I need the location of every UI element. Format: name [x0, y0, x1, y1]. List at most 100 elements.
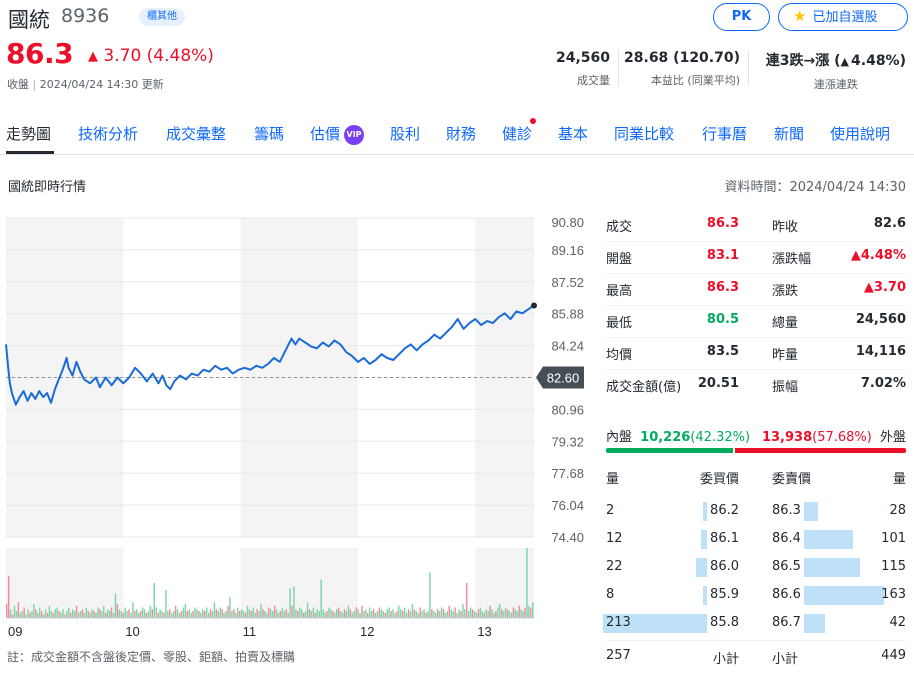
volume-bar [471, 609, 474, 618]
volume-bar [508, 611, 511, 618]
volume-bar [79, 611, 82, 618]
tab-financial[interactable]: 財務 [446, 125, 477, 143]
volume-bar [450, 609, 452, 618]
volume-bar [367, 612, 369, 618]
quote-label: 均價 [606, 348, 633, 363]
volume-bar [138, 612, 140, 618]
stat-pe-label: 本益比 (同業平均) [650, 74, 740, 87]
tab-basic[interactable]: 基本 [558, 125, 589, 143]
volume-bar [202, 609, 204, 618]
volume-bar [46, 612, 49, 618]
row-divider [606, 640, 906, 641]
bid-price: 86.0 [710, 559, 739, 574]
bid-total: 257 [606, 648, 631, 663]
volume-bar [320, 579, 322, 618]
notification-dot [530, 118, 536, 124]
hour-band [475, 548, 534, 618]
volume-bar [223, 612, 225, 618]
price-change: ▲ 3.70 (4.48%) [88, 46, 214, 66]
volume-bar [149, 605, 152, 618]
volume-bar [334, 612, 336, 618]
tab-valuation[interactable]: 估價 VIP [310, 123, 365, 145]
volume-bar [182, 607, 185, 618]
volume-bar [103, 605, 105, 618]
stat-streak-label: 連漲連跌 [813, 78, 858, 91]
volume-bar [157, 612, 159, 618]
y-tick-label: 74.40 [551, 530, 584, 545]
volume-bar [128, 609, 130, 618]
tab-news[interactable]: 新聞 [774, 125, 805, 143]
volume-bar [499, 604, 501, 618]
volume-bar [108, 611, 111, 618]
row-divider [606, 273, 906, 274]
y-tick-label: 87.52 [551, 275, 584, 290]
volume-bar [341, 612, 344, 618]
tab-calendar[interactable]: 行事曆 [702, 125, 748, 143]
volume-bar [390, 611, 392, 618]
volume-bar [339, 611, 342, 618]
volume-bar [448, 605, 451, 618]
volume-bar [458, 609, 460, 618]
volume-bar [299, 607, 301, 618]
tab-dividend[interactable]: 股利 [390, 125, 421, 143]
volume-bar [308, 609, 311, 618]
bid-qty-header: 量 [606, 472, 620, 487]
bid-price: 86.2 [710, 503, 739, 518]
stat-streak: 連3跌→漲 (▲ 4.48%) 連漲連跌 [766, 50, 906, 92]
pk-button[interactable]: PK [713, 3, 770, 31]
volume-bar [252, 607, 254, 618]
intraday-chart[interactable]: 90.80 89.16 87.52 85.88 84.24 82.60 80.96 79.32… [0, 210, 600, 650]
market-badge[interactable]: 櫃其他 [139, 8, 185, 26]
watchlist-button[interactable]: ★ 已加自選股 [778, 3, 908, 31]
quote-label: 最高 [606, 284, 633, 299]
volume-bar [68, 607, 70, 618]
bid-depth-bar [696, 558, 707, 577]
volume-bar [495, 611, 497, 618]
tab-trade-summary[interactable]: 成交彙整 [166, 125, 227, 143]
y-tick-label: 89.16 [551, 243, 584, 258]
volume-bar [357, 609, 359, 618]
bid-depth-bar [703, 586, 707, 605]
tab-help[interactable]: 使用說明 [830, 125, 891, 143]
volume-bar [423, 609, 425, 618]
y-tick-label: 84.24 [551, 339, 584, 354]
volume-bar [93, 611, 95, 618]
quote-value: 86.3 [706, 280, 739, 295]
volume-bar [231, 611, 233, 618]
up-triangle-icon: ▲ [88, 49, 98, 64]
y-tick-label: 76.04 [551, 498, 584, 513]
tab-peer-compare[interactable]: 同業比較 [614, 125, 675, 143]
volume-bar [440, 607, 443, 618]
bid-price: 85.9 [710, 587, 739, 602]
quote-label: 成交 [606, 220, 633, 235]
volume-bar [106, 609, 109, 618]
active-tab-indicator [6, 151, 54, 154]
volume-bar [324, 612, 326, 618]
bid-price-header: 委買價 [699, 472, 739, 487]
volume-bar [145, 612, 148, 618]
volume-bar [436, 609, 439, 618]
tab-health-check[interactable]: 健診 [502, 125, 533, 143]
tab-trend[interactable]: 走勢圖 [6, 125, 52, 143]
volume-bar [227, 605, 229, 618]
volume-bar [37, 612, 39, 618]
volume-bar [29, 612, 31, 618]
stock-name: 國統 [8, 8, 50, 32]
volume-bar [425, 612, 427, 618]
volume-bar [297, 611, 299, 618]
volume-bar [229, 597, 231, 618]
volume-bar [314, 612, 317, 618]
volume-bar [91, 609, 93, 618]
volume-bar [70, 612, 72, 618]
quote-value: 24,560 [855, 312, 906, 327]
volume-bar [277, 612, 280, 618]
volume-bar [235, 612, 237, 618]
volume-bar [151, 609, 154, 618]
outer-ratio-bar [735, 448, 906, 453]
tab-chips[interactable]: 籌碼 [254, 125, 285, 143]
quote-label: 昨量 [772, 348, 799, 363]
volume-bar [126, 611, 128, 618]
volume-bar [136, 609, 138, 618]
tab-technical[interactable]: 技術分析 [78, 125, 139, 143]
volume-bar [403, 607, 406, 618]
